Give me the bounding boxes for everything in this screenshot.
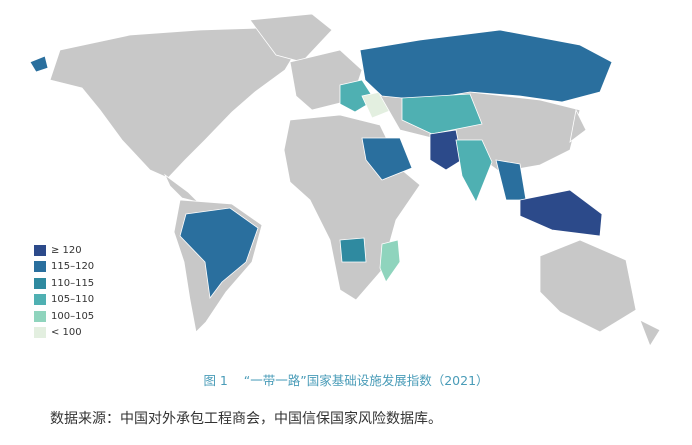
legend-swatch	[34, 294, 46, 306]
legend-label: ≥ 120	[51, 244, 82, 256]
legend-item: ≥ 120	[34, 242, 94, 259]
mozambique	[379, 239, 401, 283]
legend-swatch	[34, 261, 46, 273]
legend-item: < 100	[34, 325, 94, 342]
legend-label: 105–110	[51, 294, 95, 306]
legend: ≥ 120 115–120 110–115 105–110 100–105 < 100	[34, 242, 94, 341]
greenland	[249, 13, 333, 63]
japan	[569, 108, 587, 143]
saudi-arabia	[361, 137, 413, 181]
indonesia	[519, 189, 603, 237]
russia	[359, 29, 613, 103]
new-zealand	[639, 319, 661, 347]
brazil	[179, 207, 259, 300]
legend-swatch	[34, 277, 46, 289]
legend-swatch	[34, 244, 46, 256]
figure-title: “一带一路”国家基础设施发展指数（2021）	[243, 373, 489, 388]
legend-swatch	[34, 327, 46, 339]
world-map	[29, 13, 661, 347]
legend-item: 100–105	[34, 308, 94, 325]
central-america	[163, 173, 200, 203]
data-source: 数据来源：中国对外承包工程商会，中国信保国家风险数据库。	[50, 411, 442, 427]
figure-caption: 图 1 “一带一路”国家基础设施发展指数（2021）	[0, 370, 692, 389]
australia	[539, 239, 637, 333]
legend-label: 110–115	[51, 277, 95, 289]
central-asia	[401, 93, 483, 135]
pakistan	[429, 129, 463, 171]
legend-label: 100–105	[51, 310, 95, 322]
legend-item: 110–115	[34, 275, 94, 292]
figure-number: 图 1	[203, 373, 228, 388]
india	[455, 139, 493, 203]
legend-swatch	[34, 310, 46, 322]
legend-label: < 100	[51, 327, 82, 339]
legend-item: 105–110	[34, 292, 94, 309]
alaska-highlight	[29, 55, 49, 73]
angola	[339, 237, 367, 263]
legend-label: 115–120	[51, 261, 95, 273]
north-america	[49, 27, 301, 179]
legend-item: 115–120	[34, 259, 94, 276]
